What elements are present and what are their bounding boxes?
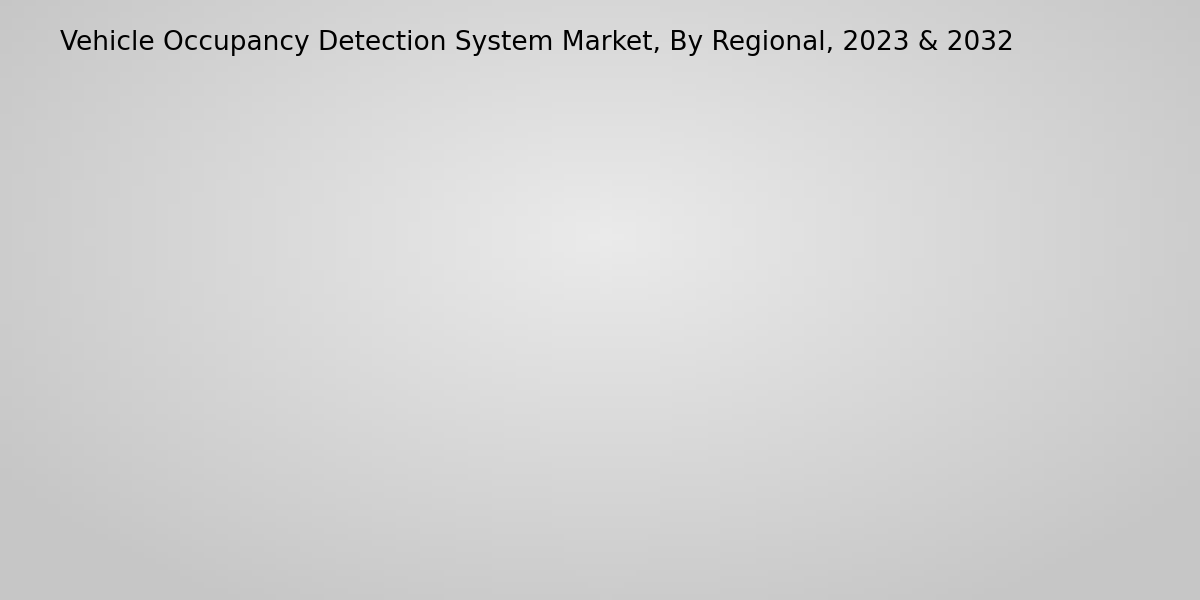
Text: Vehicle Occupancy Detection System Market, By Regional, 2023 & 2032: Vehicle Occupancy Detection System Marke… <box>60 30 1014 56</box>
Legend: 2023, 2032: 2023, 2032 <box>947 95 1134 124</box>
Text: 0.45: 0.45 <box>121 340 162 358</box>
Bar <box>785 492 844 508</box>
Bar <box>164 360 222 508</box>
Bar <box>578 429 636 508</box>
Y-axis label: Market Size in USD Billion: Market Size in USD Billion <box>79 205 97 419</box>
Bar <box>371 400 428 508</box>
Bar <box>1050 472 1108 508</box>
Bar <box>222 162 280 508</box>
Bar <box>992 492 1050 508</box>
Bar <box>636 343 694 508</box>
Bar <box>428 317 487 508</box>
Bar <box>844 479 901 508</box>
